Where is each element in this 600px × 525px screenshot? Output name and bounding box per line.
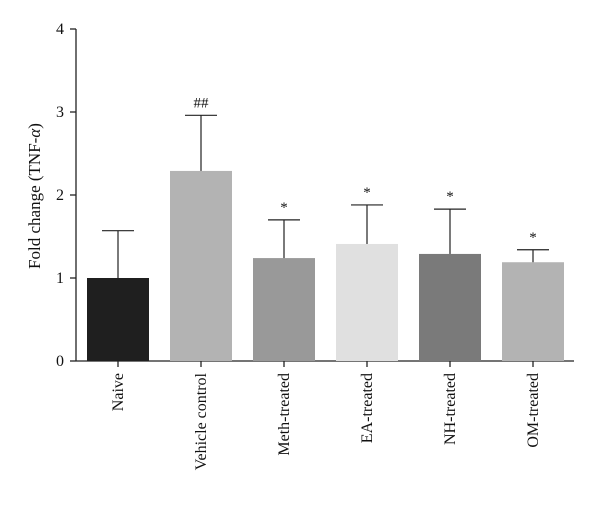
category-label: EA-treated — [359, 373, 376, 443]
category-label: OM-treated — [525, 373, 542, 448]
bar — [419, 253, 481, 361]
significance-label: * — [446, 189, 454, 205]
bar — [170, 170, 232, 361]
y-tick-label: 2 — [56, 187, 64, 204]
bar — [336, 243, 398, 361]
y-tick-label: 3 — [56, 104, 64, 121]
category-label: Meth-treated — [276, 373, 293, 456]
plot-area: 0 1 2 3 4 Naive ## Vehicle control * Meth-treated… — [56, 21, 574, 470]
y-axis-title-symbol: α — [25, 128, 44, 138]
bar — [253, 258, 315, 361]
significance-label: * — [363, 185, 371, 201]
y-tick-label: 0 — [56, 353, 64, 370]
category-label: Naive — [110, 373, 127, 411]
y-tick-label: 1 — [56, 270, 64, 287]
y-tick-label: 4 — [56, 21, 64, 38]
y-axis-title: Fold change (TNF-α) — [25, 123, 44, 269]
bar — [87, 278, 149, 361]
significance-label: ## — [194, 95, 210, 111]
significance-label: * — [529, 230, 537, 246]
y-axis-title-suffix: ) — [25, 123, 44, 129]
bar — [502, 262, 564, 361]
category-label: NH-treated — [442, 373, 459, 445]
significance-label: * — [280, 200, 288, 216]
y-axis-title-prefix: Fold change (TNF- — [25, 137, 44, 269]
category-label: Vehicle control — [193, 372, 210, 470]
